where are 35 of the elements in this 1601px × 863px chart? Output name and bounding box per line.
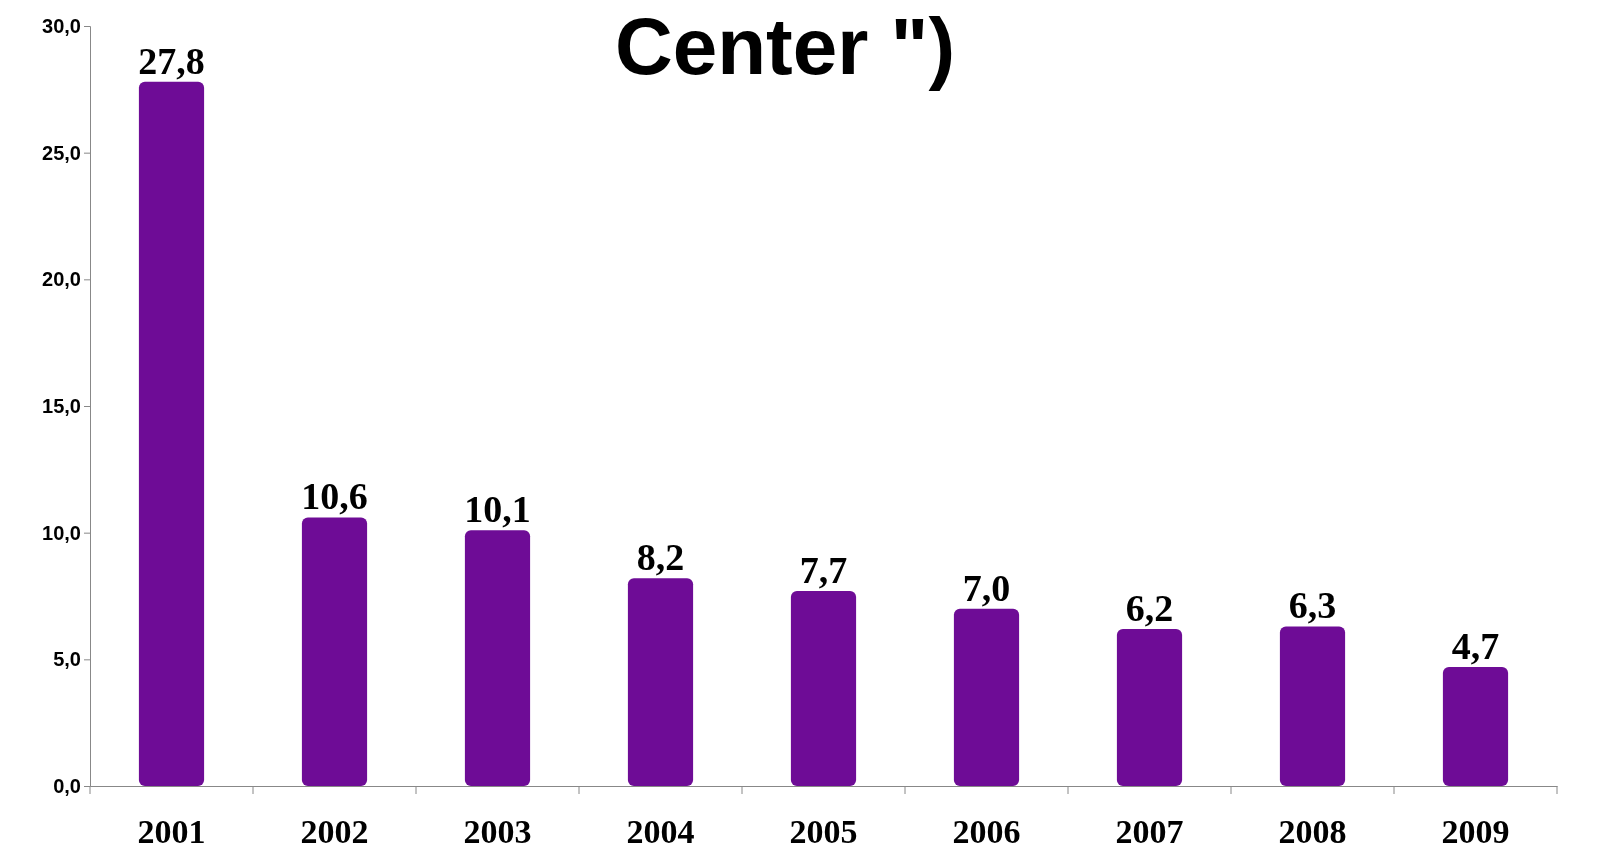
y-tick-label: 30,0 <box>42 14 81 37</box>
x-tick-label: 2006 <box>952 813 1021 851</box>
y-tick-label: 0,0 <box>53 774 81 797</box>
bar <box>1442 666 1509 786</box>
y-tick-label: 5,0 <box>53 648 81 671</box>
bar <box>464 530 531 786</box>
data-label: 4,7 <box>1451 624 1500 667</box>
data-label: 7,7 <box>799 548 848 591</box>
x-tick-label: 2008 <box>1278 813 1347 851</box>
chart-title: Center ") <box>614 2 956 91</box>
x-tick-label: 2002 <box>300 813 369 851</box>
data-label: 10,1 <box>464 488 531 531</box>
bar <box>953 608 1020 786</box>
data-label: 27,8 <box>138 39 205 82</box>
y-tick-label: 25,0 <box>42 141 81 164</box>
x-tick-label: 2004 <box>626 813 695 851</box>
bar <box>627 578 694 786</box>
bar <box>138 81 205 786</box>
data-label: 10,6 <box>301 475 368 518</box>
y-tick-label: 15,0 <box>42 394 81 417</box>
bar <box>1116 628 1183 786</box>
bar <box>301 517 368 786</box>
data-label: 8,2 <box>636 536 685 579</box>
x-tick-label: 2001 <box>137 813 206 851</box>
data-label: 6,3 <box>1288 584 1337 627</box>
x-tick-label: 2003 <box>463 813 532 851</box>
x-tick-label: 2005 <box>789 813 858 851</box>
y-tick-label: 10,0 <box>42 521 81 544</box>
data-label: 7,0 <box>962 566 1011 609</box>
bar <box>1279 626 1346 786</box>
y-tick-label: 20,0 <box>42 268 81 291</box>
data-label: 6,2 <box>1125 586 1174 629</box>
x-tick-label: 2007 <box>1115 813 1184 851</box>
x-tick-label: 2009 <box>1441 813 1510 851</box>
bar <box>790 590 857 786</box>
